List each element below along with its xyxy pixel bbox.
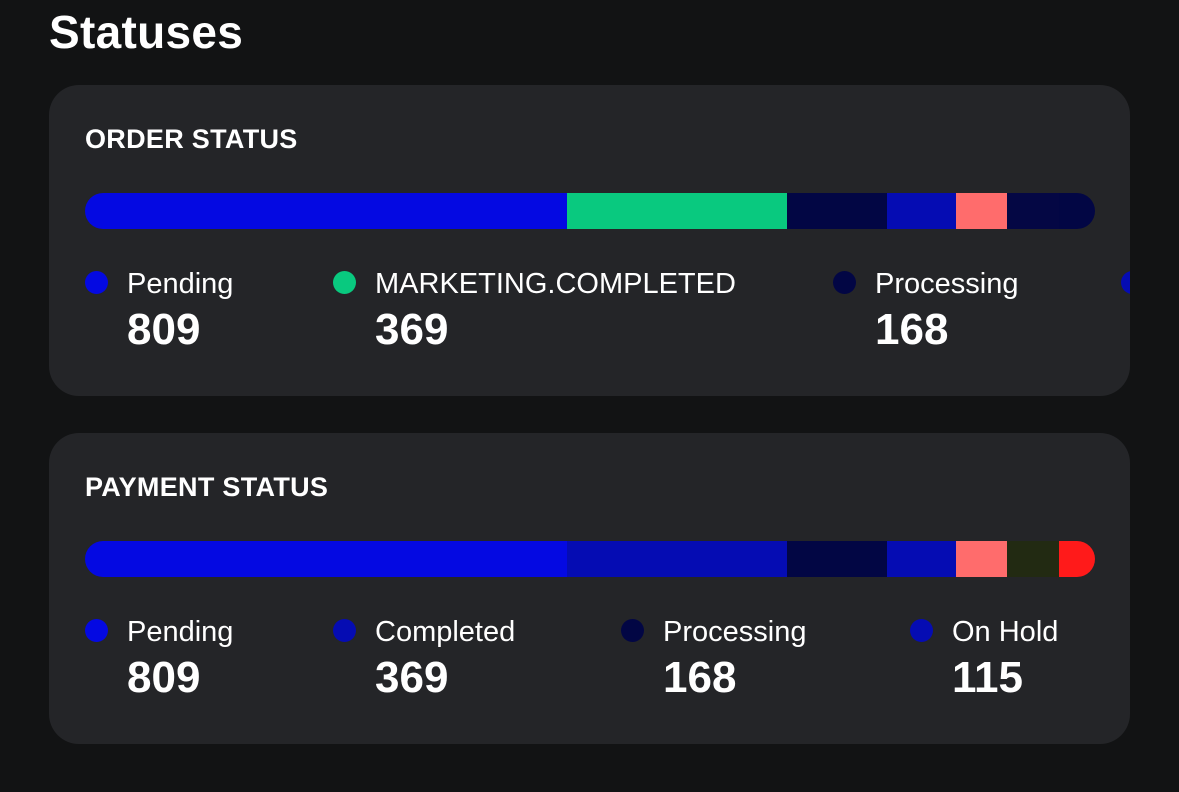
legend-dot-icon: [85, 271, 108, 294]
legend-dot-icon: [85, 619, 108, 642]
bar-segment[interactable]: [1058, 541, 1095, 577]
bar-segment[interactable]: [955, 193, 1008, 229]
order-status-title: ORDER STATUS: [85, 124, 298, 154]
legend-label: Completed: [375, 616, 516, 648]
bar-segment[interactable]: [566, 193, 787, 229]
bar-segment[interactable]: [886, 193, 956, 229]
payment-status-title: PAYMENT STATUS: [85, 472, 329, 502]
bar-segment[interactable]: [786, 541, 887, 577]
legend-dot-icon: [1121, 271, 1130, 294]
legend-label: Pending: [127, 616, 234, 648]
legend-dot-icon: [833, 271, 856, 294]
bar-segment[interactable]: [886, 541, 956, 577]
bar-segment[interactable]: [1058, 193, 1095, 229]
legend-label: Processing: [875, 268, 1019, 300]
legend-value: 809: [127, 305, 201, 354]
legend-dot-icon: [333, 271, 356, 294]
legend-value: 809: [127, 653, 201, 702]
legend-label: On Hold: [952, 616, 1059, 648]
legend-value: 168: [875, 305, 949, 354]
bar-segment[interactable]: [85, 541, 567, 577]
legend-value: 369: [375, 305, 449, 354]
bar-segment[interactable]: [1007, 541, 1059, 577]
legend-dot-icon: [333, 619, 356, 642]
bar-segment[interactable]: [1007, 193, 1059, 229]
bar-segment[interactable]: [786, 193, 887, 229]
order-status-bar: [85, 193, 1095, 229]
bar-segment[interactable]: [85, 193, 567, 229]
payment-status-card: PAYMENT STATUS Pending 809 Completed 369…: [49, 433, 1130, 744]
bar-segment[interactable]: [566, 541, 787, 577]
legend-label: Processing: [663, 616, 807, 648]
order-status-card: ORDER STATUS Pending 809 MARKETING.COMPL…: [49, 85, 1130, 396]
page-title: Statuses: [49, 6, 244, 58]
legend-label: MARKETING.COMPLETED: [375, 268, 736, 300]
bar-segment[interactable]: [955, 541, 1008, 577]
legend-value: 369: [375, 653, 449, 702]
legend-label: Pending: [127, 268, 234, 300]
legend-value: 168: [663, 653, 737, 702]
payment-status-bar: [85, 541, 1095, 577]
legend-dot-icon: [621, 619, 644, 642]
legend-dot-icon: [910, 619, 933, 642]
legend-value: 115: [952, 653, 1023, 702]
